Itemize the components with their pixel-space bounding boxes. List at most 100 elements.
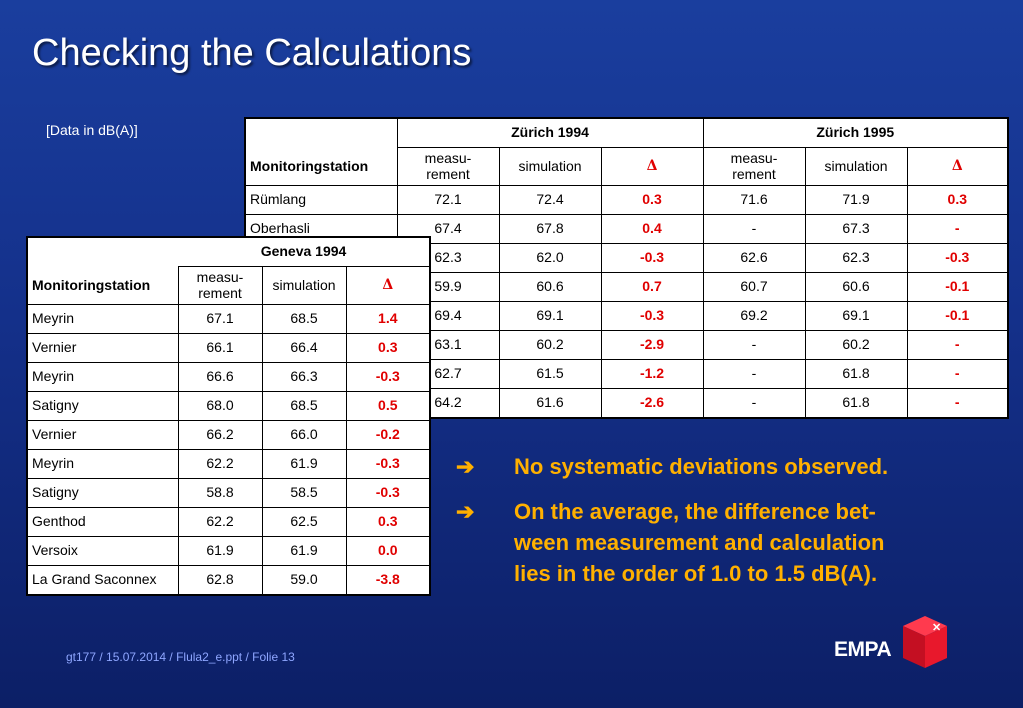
arrow-right-icon: ➔ <box>456 454 475 479</box>
station-cell: Satigny <box>26 391 179 421</box>
measurement-cell: 62.8 <box>177 565 263 596</box>
measurement-header: measu- rement <box>177 266 263 305</box>
bullet-item: ➔ On the average, the difference bet- we… <box>456 496 996 589</box>
simulation-cell: 66.4 <box>261 333 347 363</box>
measurement-header-line2: rement <box>198 284 242 301</box>
measurement-cell: 61.9 <box>177 536 263 566</box>
measurement-header: measu- rement <box>396 147 500 186</box>
delta-header: Δ <box>600 147 704 186</box>
empa-logo: EMPA ✕ <box>834 614 950 670</box>
measurement-cell: 62.6 <box>702 243 806 273</box>
delta-cell: 0.0 <box>345 536 431 566</box>
simulation-cell: 62.3 <box>804 243 908 273</box>
delta-cell: -0.1 <box>906 272 1009 302</box>
simulation-cell: 59.0 <box>261 565 347 596</box>
slide-footer: gt177 / 15.07.2014 / Flula2_e.ppt / Foli… <box>66 650 295 664</box>
station-cell: Genthod <box>26 507 179 537</box>
delta-cell: 0.5 <box>345 391 431 421</box>
measurement-cell: 71.6 <box>702 185 806 215</box>
delta-cell: - <box>906 330 1009 360</box>
table-row: Oberhasli 67.4 67.8 0.4 - 67.3 - <box>244 214 1009 244</box>
table-row: Versoix 61.9 61.9 0.0 <box>26 536 431 566</box>
monitoringstation-header: Monitoringstation <box>26 266 179 305</box>
empa-cube-logo-icon: ✕ <box>903 616 947 668</box>
station-cell: Meyrin <box>26 449 179 479</box>
svg-text:✕: ✕ <box>932 622 941 634</box>
measurement-header-line1: measu- <box>424 150 472 167</box>
table-row: Satigny 68.0 68.5 0.5 <box>26 391 431 421</box>
table-row: Vernier 66.1 66.4 0.3 <box>26 333 431 363</box>
measurement-header-line1: measu- <box>730 150 778 167</box>
delta-cell: 0.3 <box>906 185 1009 215</box>
conclusion-bullets: ➔ No systematic deviations observed. ➔ O… <box>456 451 996 603</box>
simulation-cell: 68.5 <box>261 304 347 334</box>
delta-cell: -0.3 <box>600 243 704 273</box>
arrow-right-icon: ➔ <box>456 499 475 524</box>
measurement-cell: 62.2 <box>177 507 263 537</box>
measurement-cell: 66.1 <box>177 333 263 363</box>
simulation-cell: 69.1 <box>498 301 602 331</box>
delta-cell: - <box>906 388 1009 419</box>
measurement-cell: 62.2 <box>177 449 263 479</box>
delta-cell: 0.7 <box>600 272 704 302</box>
simulation-cell: 67.3 <box>804 214 908 244</box>
table-row: Vernier 66.2 66.0 -0.2 <box>26 420 431 450</box>
bullet-text: On the average, the difference bet- ween… <box>514 496 884 589</box>
delta-header: Δ <box>345 266 431 305</box>
delta-cell: 0.3 <box>345 333 431 363</box>
delta-cell: 0.3 <box>345 507 431 537</box>
simulation-cell: 69.1 <box>804 301 908 331</box>
measurement-cell: 72.1 <box>396 185 500 215</box>
table-row: Meyrin 67.1 68.5 1.4 <box>26 304 431 334</box>
simulation-cell: 72.4 <box>498 185 602 215</box>
delta-cell: - <box>906 214 1009 244</box>
delta-cell: 0.4 <box>600 214 704 244</box>
delta-header: Δ <box>906 147 1009 186</box>
measurement-header: measu- rement <box>702 147 806 186</box>
simulation-cell: 66.3 <box>261 362 347 392</box>
station-cell: Meyrin <box>26 362 179 392</box>
station-cell: Versoix <box>26 536 179 566</box>
table-row: Rümlang 72.1 72.4 0.3 71.6 71.9 0.3 <box>244 185 1009 215</box>
measurement-cell: 69.2 <box>702 301 806 331</box>
measurement-header-line2: rement <box>732 165 776 182</box>
measurement-cell: - <box>702 330 806 360</box>
station-cell: La Grand Saconnex <box>26 565 179 596</box>
simulation-cell: 60.6 <box>498 272 602 302</box>
simulation-cell: 60.2 <box>498 330 602 360</box>
simulation-cell: 60.2 <box>804 330 908 360</box>
bullet-text: No systematic deviations observed. <box>514 451 888 482</box>
measurement-cell: 68.0 <box>177 391 263 421</box>
station-cell: Vernier <box>26 420 179 450</box>
delta-cell: -3.8 <box>345 565 431 596</box>
bullet-line: ween measurement and calculation <box>514 530 885 555</box>
measurement-header-line1: measu- <box>196 269 244 286</box>
measurement-header-line2: rement <box>426 165 470 182</box>
simulation-cell: 61.9 <box>261 536 347 566</box>
measurement-cell: - <box>702 214 806 244</box>
station-cell: Vernier <box>26 333 179 363</box>
table-row: Genthod 62.2 62.5 0.3 <box>26 507 431 537</box>
measurement-cell: 67.1 <box>177 304 263 334</box>
station-cell: Meyrin <box>26 304 179 334</box>
bullet-line: lies in the order of 1.0 to 1.5 dB(A). <box>514 561 878 586</box>
simulation-cell: 62.5 <box>261 507 347 537</box>
zurich-table: Zürich 1994 Zürich 1995 Monitoringstatio… <box>244 117 1010 419</box>
simulation-header: simulation <box>498 147 602 186</box>
simulation-cell: 62.0 <box>498 243 602 273</box>
measurement-cell: - <box>702 359 806 389</box>
delta-cell: -0.3 <box>345 449 431 479</box>
monitoringstation-header: Monitoringstation <box>244 147 398 186</box>
measurement-cell: - <box>702 388 806 419</box>
slide-title: Checking the Calculations <box>32 32 472 74</box>
table-row: La Grand Saconnex 62.8 59.0 -3.8 <box>26 565 431 596</box>
delta-cell: -0.3 <box>345 362 431 392</box>
simulation-cell: 58.5 <box>261 478 347 508</box>
unit-note: [Data in dB(A)] <box>46 122 138 138</box>
bullet-line: On the average, the difference bet- <box>514 499 876 524</box>
simulation-cell: 61.5 <box>498 359 602 389</box>
zurich-1995-header: Zürich 1995 <box>702 117 1009 148</box>
measurement-cell: 58.8 <box>177 478 263 508</box>
delta-cell: -0.3 <box>600 301 704 331</box>
geneva-table: Geneva 1994 Monitoringstation measu- rem… <box>26 236 432 596</box>
